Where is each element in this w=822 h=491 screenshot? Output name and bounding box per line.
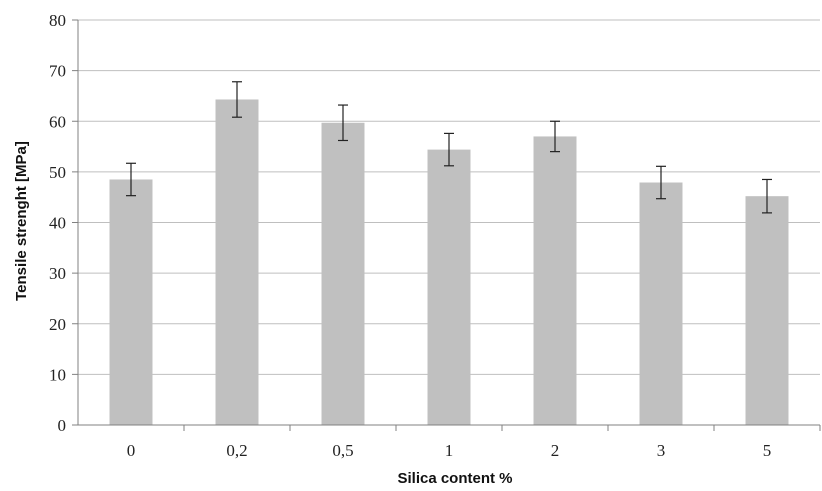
bar-5 [745,196,789,425]
y-tick-label: 80 [49,11,66,30]
x-tick-labels: 0 0,2 0,5 1 2 3 5 [127,441,772,460]
axes [72,19,821,431]
y-tick-label: 0 [58,416,67,435]
bar-0-5 [321,122,365,426]
x-tick-label: 5 [763,441,772,460]
bars [109,99,789,426]
y-tick-label: 40 [49,214,66,233]
bar-2 [533,136,577,425]
y-tick-label: 10 [49,365,66,384]
y-axis-label: Tensile strenght [MPa] [13,141,30,301]
bar-0 [109,179,153,425]
x-tick-label: 2 [551,441,560,460]
x-tick-label: 0 [127,441,136,460]
x-tick-label: 0,2 [226,441,247,460]
bar-3 [639,182,683,425]
y-tick-labels: 0 10 20 30 40 50 60 70 80 [49,11,66,435]
x-tick-label: 0,5 [332,441,353,460]
y-tick-label: 60 [49,112,66,131]
x-tick-label: 3 [657,441,666,460]
x-tick-label: 1 [445,441,454,460]
y-tick-label: 20 [49,315,66,334]
bar-0-2 [215,99,259,425]
y-tick-label: 30 [49,264,66,283]
bar-1 [427,149,471,425]
x-axis-label: Silica content % [397,470,512,487]
y-tick-label: 70 [49,62,66,81]
error-bars [126,81,772,214]
y-tick-label: 50 [49,163,66,182]
